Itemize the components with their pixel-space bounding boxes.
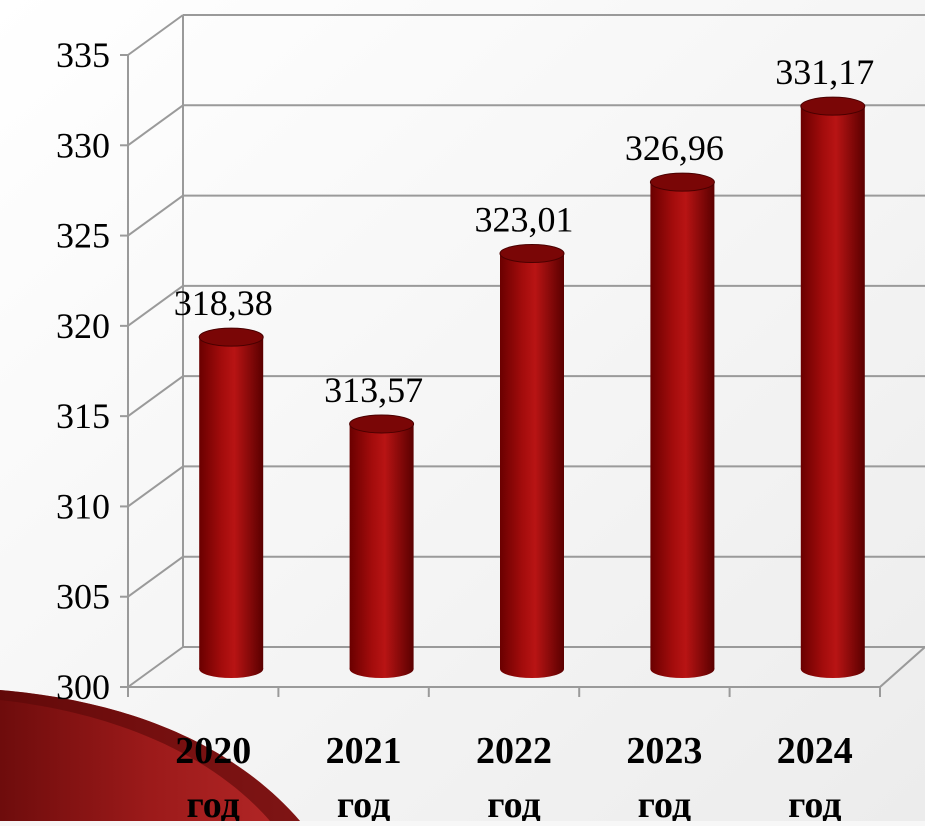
- gridline-side: [127, 375, 184, 417]
- y-tick-label: 310: [56, 486, 110, 526]
- y-tick-label: 300: [56, 667, 110, 707]
- y-tick-label: 315: [56, 396, 110, 436]
- x-axis-labels: 2020 год 2021 год 2022 год 2023 год 2024 год: [175, 730, 853, 826]
- bar-top: [349, 414, 415, 434]
- gridline-side: [127, 104, 184, 147]
- y-tick-label: 325: [56, 216, 110, 256]
- data-label: 331,17: [775, 52, 874, 92]
- y-tick-label: 335: [56, 35, 110, 75]
- bar: [800, 96, 866, 678]
- x-tick-label-year: 2020: [175, 730, 251, 772]
- x-tick-label-year: 2024: [777, 730, 853, 772]
- bar-base: [500, 660, 564, 678]
- gridline-side: [127, 646, 184, 688]
- x-tick-label-year: 2022: [476, 730, 552, 772]
- gridline-side: [127, 555, 184, 598]
- bar-base: [800, 660, 865, 678]
- x-tick-label-unit: год: [788, 784, 841, 821]
- bar-base: [650, 660, 715, 678]
- y-tick-label: 330: [56, 125, 110, 165]
- data-label: 323,01: [475, 200, 574, 240]
- x-tick-label-unit: год: [337, 784, 390, 821]
- bar: [349, 414, 415, 678]
- bar-top: [198, 327, 264, 347]
- y-tick-label: 305: [56, 577, 110, 617]
- background-swoosh: [0, 690, 300, 821]
- x-tick-label-unit: год: [186, 784, 239, 821]
- data-label: 318,38: [174, 283, 273, 323]
- floor-right-edge: [879, 646, 925, 688]
- data-label: 313,57: [324, 370, 423, 410]
- bar: [649, 172, 715, 678]
- bar-top: [499, 244, 565, 264]
- gridline-side: [127, 14, 184, 56]
- bar-base: [199, 660, 264, 678]
- bar: [499, 244, 565, 678]
- gridline-side: [127, 194, 184, 237]
- bar-body: [500, 253, 564, 670]
- x-tick-label-unit: год: [487, 784, 540, 821]
- gridline-side: [127, 465, 184, 508]
- bar-body: [800, 106, 865, 669]
- x-tick-label-year: 2023: [626, 730, 702, 772]
- data-label: 326,96: [625, 128, 724, 168]
- gridline-side: [127, 285, 184, 327]
- bar-top: [800, 96, 866, 116]
- bar-body: [650, 182, 715, 669]
- bar-body: [199, 337, 264, 669]
- bars: [198, 96, 866, 678]
- background-swoosh-shadow: [0, 690, 300, 821]
- data-labels: 318,38 313,57 323,01 326,96 331,17: [174, 52, 875, 410]
- x-tick-label-unit: год: [638, 784, 691, 821]
- y-tick-label: 320: [56, 306, 110, 346]
- bar-body: [349, 423, 414, 669]
- x-tick-label-year: 2021: [326, 730, 402, 772]
- bar-base: [349, 660, 414, 678]
- bar-top: [649, 172, 715, 192]
- bar: [198, 327, 264, 678]
- y-axis-ticks: 300 305 310 315 320 325 330 335: [56, 35, 110, 707]
